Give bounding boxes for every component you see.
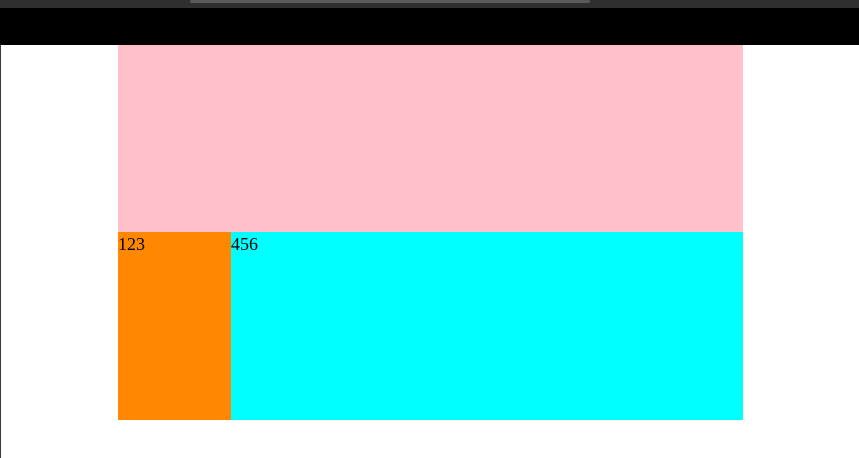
browser-chrome: [0, 0, 859, 8]
chrome-scroll-indicator: [190, 0, 590, 3]
right-block-text: 456: [231, 232, 743, 256]
pink-header-block: [118, 45, 743, 232]
orange-left-block: 123: [118, 232, 231, 420]
left-block-text: 123: [118, 232, 231, 256]
layout-container: 123 456: [118, 45, 743, 420]
cyan-right-block: 456: [231, 232, 743, 420]
top-bar: [0, 8, 859, 45]
